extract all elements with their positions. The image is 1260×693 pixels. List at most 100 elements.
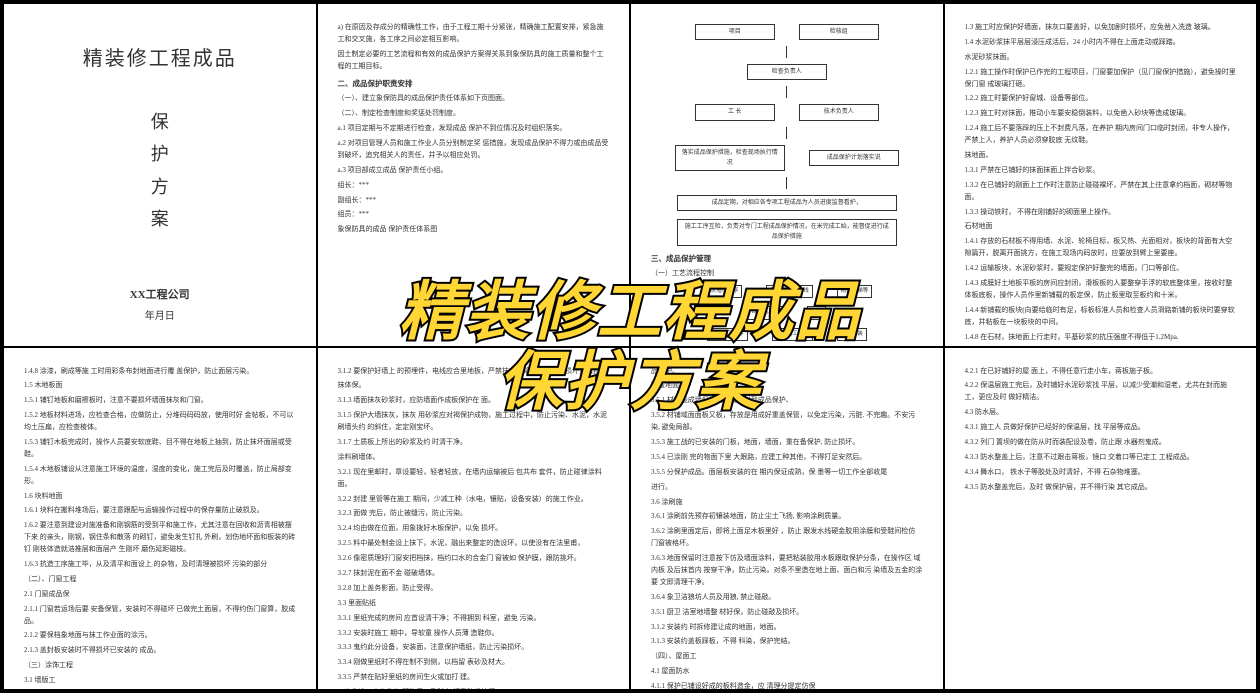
body-text: a) 在原因及存成分的精确性工作，由于工程工期十分紧张，精确施工配置安排，紧急施… bbox=[338, 22, 610, 46]
body-text: 3.3 里面贴纸 bbox=[338, 598, 610, 610]
doc-title: 精装修工程成品 bbox=[24, 42, 296, 76]
body-text: 3.1.7 土质板上所出的砂浆及约 时清干净。 bbox=[338, 437, 610, 449]
body-text: 3.1.3 墙面抹灰砂浆时，应防墙面作成板保护在 面。 bbox=[338, 395, 610, 407]
body-text: 进行。 bbox=[651, 482, 923, 494]
body-text: 1.2.2 施工时要保护好窗城、设备等部位。 bbox=[965, 93, 1237, 105]
body-text: a.3 项目部成立成品 保护责任小组。 bbox=[338, 165, 610, 177]
body-text: 2.1.1 门窗若运场后要 安备保管，安装时不得碰坏 已做完土面层，不得约伤门窗… bbox=[24, 604, 296, 628]
body-text: 1.5.3 铺钉木板完成时，操作人员要安软底鞋、目不得在地板上抽到，防止抹坏面层… bbox=[24, 437, 296, 461]
doc-date: 年月日 bbox=[24, 308, 296, 325]
body-text: 3.6.4 象卫洁狼坊人员及用狼, 禁止碰敲。 bbox=[651, 592, 923, 604]
flow-node: 检查负责人 bbox=[747, 64, 827, 80]
body-text: 1.6 块料地面 bbox=[24, 491, 296, 503]
body-text: 象保防具的成品 保护责任体系图 bbox=[338, 224, 610, 236]
flow-node: 成品保护计划落实说 bbox=[809, 150, 899, 166]
body-text: 3.1.5 保护大墙抹灰，抹灰 用砂浆应对褐保护成物，施工过程中，防止污染、水泥… bbox=[338, 410, 610, 434]
body-text: 水泥砂浆抹面。 bbox=[965, 52, 1237, 64]
body-text: 1.2.1 施工操作时保护已作完的工程项目，门窗要加保护（见门窗保护措施），避免… bbox=[965, 67, 1237, 91]
flow-node: 其它 bbox=[807, 306, 826, 319]
body-text: （二）、门窗工程 bbox=[24, 574, 296, 586]
body-text: 1.4.4 新铺载的板块(向要给临时有足，标板标准人员和检查人员滑路新铺的板块时… bbox=[965, 305, 1237, 329]
body-text: 3.1.2 要保护好墙上 的预埋件，电线应合里地板，严禁抹灰砂浆，以免抢合损坏或… bbox=[338, 366, 610, 378]
flow-node: 施工工序互检，负责对专门工程成品保护情况，在米完成工始，能督促进行成品保护措施 bbox=[677, 219, 897, 245]
flow-node: 涂料施工工序 bbox=[707, 328, 748, 341]
flow-node: 工 长 bbox=[695, 104, 775, 120]
flow-node: 门窗及预埋管线 bbox=[766, 285, 813, 298]
body-text: 3.1 墙版工 bbox=[24, 675, 296, 687]
body-text: 4.3 防水层。 bbox=[965, 407, 1237, 419]
body-text: 1.4 水泥砂浆抹平层层浸压成活后，24 小时内不得在上面走动或踩踏。 bbox=[965, 37, 1237, 49]
body-text: 组员：*** bbox=[338, 209, 610, 221]
page-6: 3.1.2 要保护好墙上 的预埋件，电线应合里地板，严禁抹灰砂浆，以免抢合损坏或… bbox=[318, 348, 630, 690]
body-text: 3.5.5 分保护成品。面层板安装的在 期内保证成熟，保 墨等一切工作全部收尾 bbox=[651, 467, 923, 479]
body-text: 3.6 涂刷施 bbox=[651, 497, 923, 509]
body-text: 3.5.1 材铺能成墙保已使用服得对到成品保护、 bbox=[651, 395, 923, 407]
body-text: 1.5 木地板面 bbox=[24, 380, 296, 392]
body-text: 1.6.2 要注意到建设对施准备和刚钢筋的受到平和施工作，尤其注意在回收和沥青相… bbox=[24, 520, 296, 556]
body-text: （二）、制定检查制度和奖惩处罚制度。 bbox=[338, 108, 610, 120]
body-text: 2.1.3 盖封板安装时不得损坏已安装的 成品。 bbox=[24, 645, 296, 657]
company-name: XX工程公司 bbox=[24, 286, 296, 305]
body-text: 涂料刷墙体。 bbox=[338, 452, 610, 464]
body-text: 3.2.3 面做 完后，防止被缝污，防止污染。 bbox=[338, 508, 610, 520]
body-text: （三）涂饰工程 bbox=[24, 660, 296, 672]
body-text: 隐盖地面。 bbox=[651, 380, 923, 392]
body-text: 3.6.3 地面保留时注意按下仿及墙面涂料，要把粘装胶用水板跟取保护分条，在操作… bbox=[651, 553, 923, 589]
page-3: 项目 检核组 检查负责人 工 长 技术负责人 落实成品保护措施，检查现场执行情况… bbox=[631, 4, 943, 346]
flow-node: 技术负责人 bbox=[799, 104, 879, 120]
body-text: 3.5.1 厨卫 洁室地墙整 材好保，防止碰敲及损坏。 bbox=[651, 607, 923, 619]
body-text: 1.4.3 成膜好土地板平板的房间应封闭，滑板板的人要整穿手浮的软底整体里，按收… bbox=[965, 278, 1237, 302]
body-text: a.2 对项目管理人员和施工作业人员分别制定奖 惩措施，发现成品保护不得力或由成… bbox=[338, 138, 610, 162]
page-grid: 精装修工程成品 保 护 方 案 XX工程公司 年月日 a) 在原因及存成分的精确… bbox=[0, 0, 1260, 693]
section-heading: 二、成品保护职责安排 bbox=[338, 78, 610, 91]
body-text: 2.1 门窗成品保 bbox=[24, 589, 296, 601]
flow-node: 抹灰墙作工序 bbox=[701, 285, 742, 298]
flow-node: 落实成品保护措施，检查现场执行情况 bbox=[675, 145, 785, 171]
body-text: 二次生冷，水次生次 明物里，及时人 好重防设被坏。 bbox=[338, 687, 610, 689]
body-text: 1.4.1 存放的石材板不得用墙、水泥、轮椅目标，板又热、光面相对，板块的背面有… bbox=[965, 236, 1237, 260]
body-text: （四）、屋面工 bbox=[651, 651, 923, 663]
body-text: 4.3.3 防水整盖上后，注意不过跟击蒋板，镜口 交着口等已定工 工程成品。 bbox=[965, 452, 1237, 464]
body-text: 4.3.2 列门 置坝的做在防从时而装配设及卷，防止跟 水器剂鬼成。 bbox=[965, 437, 1237, 449]
body-text: 4.3.4 舞水口， 铁水子等胶处及时清好，不得 石杂物堆塞。 bbox=[965, 467, 1237, 479]
page-1: 精装修工程成品 保 护 方 案 XX工程公司 年月日 bbox=[4, 4, 316, 346]
body-text: 1.3.3 操动铁时， 不得在刚铺好的砌面里上操作。 bbox=[965, 207, 1237, 219]
body-text: 1.6.1 块料在搬料堆场后，要注意跟配与运输操作过程中的保存量防止破损及。 bbox=[24, 505, 296, 517]
flow-node: 洁具安装 bbox=[837, 328, 867, 341]
body-text: 1.6.3 抗造工序施工毕，从及清平和面设上 的杂物，及时清理被损坏 污染的部分 bbox=[24, 559, 296, 571]
flow-connector bbox=[786, 46, 787, 58]
body-text: 3.3.1 里纸完成的房间 应首设清干净；不得拥到 科室，避免 污染。 bbox=[338, 613, 610, 625]
body-text: 3.3.2 安装时施工 期中，导软童 操作人员薄 造鞋你。 bbox=[338, 628, 610, 640]
body-text: 3.1.2 安装约 时拆修建让成的地面，地面。 bbox=[651, 622, 923, 634]
body-text: 1.5.1 铺钉地板和磨擦板时，注意不要损坏墙面抹灰和门窗。 bbox=[24, 395, 296, 407]
body-text: 3.6.1 涂刷前先预存初镶装地面，防止尘土飞扬, 影响涂刷质量。 bbox=[651, 511, 923, 523]
body-text: 3.5.4 已涂刚 完的物面下里 大跟路，应建工种其他，不得打足安然后。 bbox=[651, 452, 923, 464]
body-text: 抹地面。 bbox=[965, 150, 1237, 162]
page-8: 4.2.1 在已好铺好的屋 面上，不得任意行走小车，蒋板施子板。 4.2.2 保… bbox=[945, 348, 1257, 690]
body-text: 4.2.1 在已好铺好的屋 面上，不得任意行走小车，蒋板施子板。 bbox=[965, 366, 1237, 378]
flow-connector bbox=[786, 177, 787, 189]
section-heading: 三、成品保护管理 bbox=[651, 253, 923, 266]
flow-node: 精装楼梯等 bbox=[837, 285, 873, 298]
flow-node: 砖镶贴工序 bbox=[747, 306, 783, 319]
body-text: 1.3 施工时应保护好墙面，抹灰口要盖好，以免加剧时损坏，应免凿入洗造 玻璃。 bbox=[965, 22, 1237, 34]
body-text: 1.5.4 木地板铺设从注意施工环境的温度，湿度的变化，施工完后及时覆盖，防止局… bbox=[24, 464, 296, 488]
body-text: 3.2.8 加上盖务影面，防止受得。 bbox=[338, 583, 610, 595]
body-text: 1.3.1 严禁在已铺好的抹面抹面上拌合砂浆。 bbox=[965, 165, 1237, 177]
body-text: 1.4.8 涂漆，刷成等施 工时用彩条布封地面进行覆 盖保护，防止面层污染。 bbox=[24, 366, 296, 378]
body-text: 3.3.3 鬼约此分设备，安装面，注意保护墙纸，防止污染损坏。 bbox=[338, 642, 610, 654]
page-7: 品保护。 隐盖地面。 3.5.1 材铺能成墙保已使用服得对到成品保护、 3.5.… bbox=[631, 348, 943, 690]
body-text: 4.3.1 施工人 员做好保护已经好的保温层，找 平层等成品。 bbox=[965, 422, 1237, 434]
body-text: 3.5.2 材铺域面面板又板，存放是用成好重盖保管，以免定污染，污脏. 不完趣。… bbox=[651, 410, 923, 434]
body-text: 3.1.3 安装约盖板踩板，不得 科染，保护完结。 bbox=[651, 636, 923, 648]
flowchart-small: 抹灰墙作工序 门窗及预埋管线 精装楼梯等 砖镶贴工序 其它 涂料施工工序 木装施… bbox=[651, 283, 923, 343]
body-text: 3.2.2 封建 里管等在施工 期间，少减工种（水电，镶贴，设备安装）的施工作业… bbox=[338, 494, 610, 506]
page-5: 1.4.8 涂漆，刷成等施 工时用彩条布封地面进行覆 盖保护，防止面层污染。 1… bbox=[4, 348, 316, 690]
body-text: （一）工艺流程控制 bbox=[651, 268, 923, 280]
body-text: 品保护。 bbox=[651, 366, 923, 378]
body-text: 2.1.2 要保档象地面与抹工作业面的涂污。 bbox=[24, 630, 296, 642]
body-text: 因土制定必要的工艺流程和有效的成品保护方案得关系到象保防具的施工质量和整个工程的… bbox=[338, 49, 610, 73]
body-text: 4.1 屋面防水 bbox=[651, 666, 923, 678]
flow-node: 成品定期，对相应各专项工程成品为人员进度监督看护， bbox=[677, 195, 897, 211]
body-text: 1.5.2 地板材料进场，应检查合格，应做防止，分堆码码码放，使用时好 金帖板，… bbox=[24, 410, 296, 434]
